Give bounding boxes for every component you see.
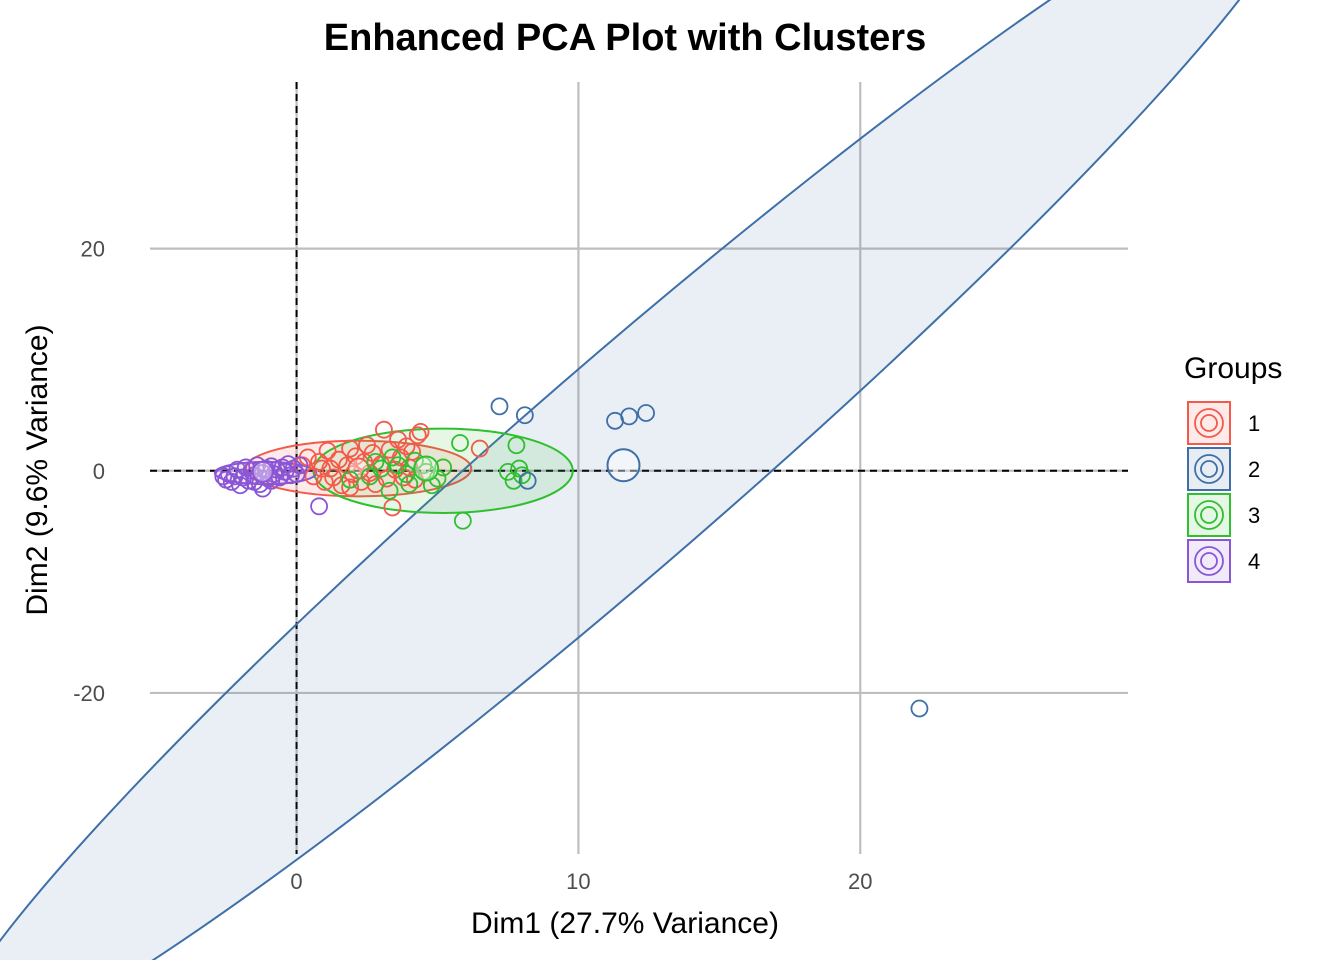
point-group-2 (910, 699, 929, 718)
point-group-2 (637, 404, 655, 422)
centroid-group-3 (413, 455, 440, 482)
point-group-4 (290, 456, 309, 475)
legend-label-3: 3 (1248, 503, 1260, 528)
data-points (214, 397, 929, 718)
y-axis-title: Dim2 (9.6% Variance) (21, 324, 54, 615)
point-group-2 (515, 406, 534, 425)
point-group-3 (400, 475, 419, 494)
legend-key-inner-circle (1200, 506, 1218, 524)
y-tick-label: 0 (93, 459, 105, 484)
x-tick-label: 10 (566, 869, 590, 894)
point-group-1 (363, 444, 382, 462)
y-tick-label: -20 (73, 681, 105, 706)
point-group-3 (366, 452, 385, 471)
legend-key-outer-circle (1194, 454, 1224, 484)
point-group-1 (403, 442, 422, 461)
x-axis-title: Dim1 (27.7% Variance) (471, 907, 779, 940)
point-group-1 (394, 468, 413, 487)
point-group-2 (490, 397, 509, 416)
centroid-group-4 (251, 460, 274, 483)
point-group-3 (434, 458, 453, 477)
point-group-4 (310, 497, 329, 516)
point-group-1 (470, 439, 489, 458)
point-group-4 (287, 465, 306, 484)
y-tick-label: 20 (81, 237, 105, 262)
point-group-2 (620, 407, 639, 426)
point-group-3 (499, 462, 517, 481)
legend-key-inner-circle (1200, 460, 1218, 478)
point-group-4 (242, 461, 261, 480)
x-tick-label: 20 (848, 869, 872, 894)
point-group-1 (318, 441, 337, 460)
point-group-3 (453, 511, 472, 530)
legend-key-inner-circle (1200, 414, 1218, 432)
legend-label-4: 4 (1248, 549, 1260, 574)
point-group-4 (231, 476, 250, 495)
point-group-1 (313, 459, 331, 478)
legend-key-outer-circle (1194, 546, 1224, 576)
legend-title: Groups (1184, 352, 1282, 385)
point-group-1 (408, 426, 427, 445)
x-tick-label: 0 (290, 869, 302, 894)
legend-key-outer-circle (1194, 408, 1224, 438)
point-group-3 (372, 459, 391, 478)
legend-keys: 1 2 3 4 (1187, 401, 1260, 583)
point-group-1 (383, 498, 402, 517)
point-group-1 (341, 478, 360, 497)
point-group-1 (375, 420, 393, 439)
legend-label-1: 1 (1248, 411, 1260, 436)
point-group-1 (397, 437, 416, 456)
point-group-2 (518, 471, 537, 490)
point-group-3 (513, 466, 531, 485)
legend: Groups 1 2 3 4 (1184, 352, 1282, 583)
point-group-4 (262, 471, 281, 490)
point-group-3 (383, 448, 402, 467)
chart-title: Enhanced PCA Plot with Clusters (324, 17, 926, 59)
axis-ticks: 0 10 20 -20 0 20 (73, 237, 872, 894)
point-group-1 (411, 422, 430, 441)
point-group-3 (507, 436, 526, 455)
point-group-3 (380, 481, 399, 500)
point-group-3 (451, 434, 469, 452)
legend-key-inner-circle (1200, 552, 1218, 570)
centroid-group-2 (606, 448, 641, 483)
point-group-4 (214, 467, 233, 486)
legend-key-outer-circle (1194, 500, 1224, 530)
point-group-3 (341, 470, 360, 489)
legend-label-2: 2 (1248, 457, 1260, 482)
